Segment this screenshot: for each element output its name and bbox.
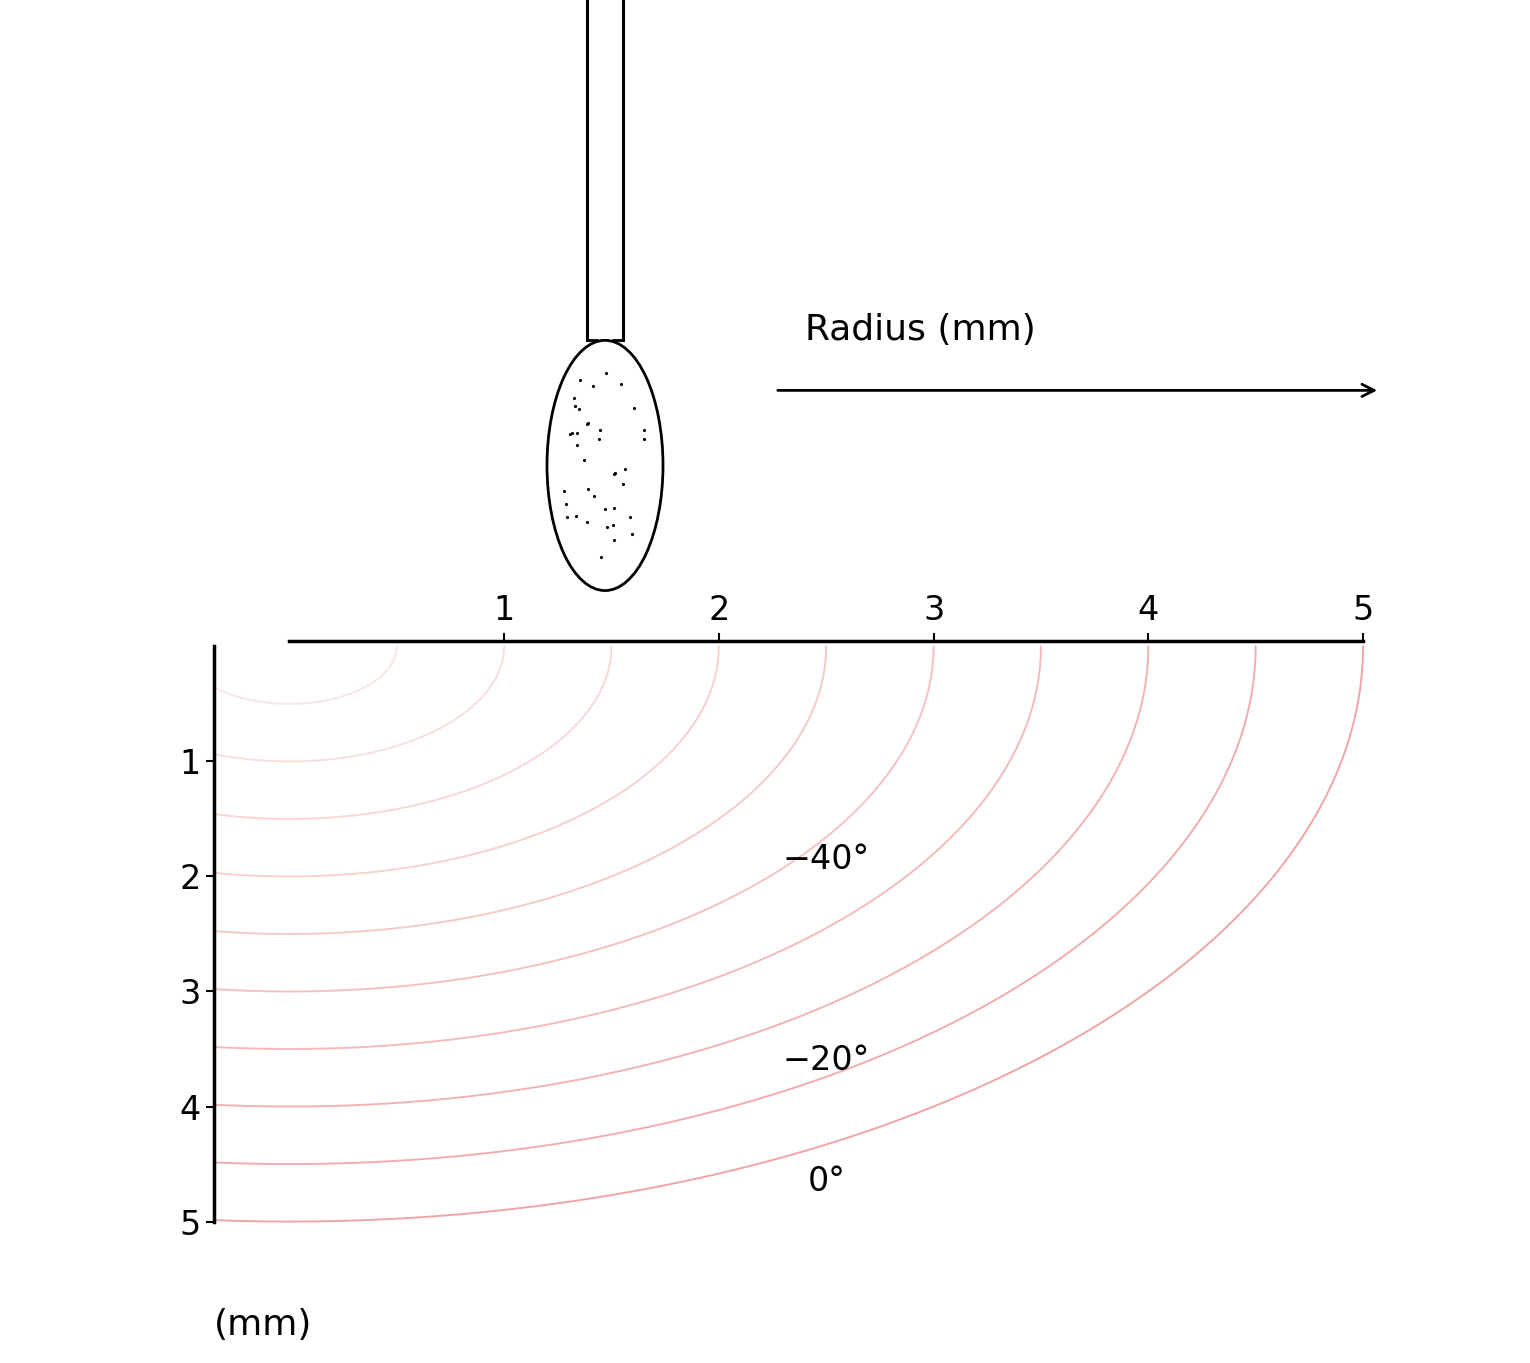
Text: Radius (mm): Radius (mm) — [805, 313, 1036, 348]
Text: −40°: −40° — [783, 842, 869, 875]
Text: 0°: 0° — [808, 1165, 845, 1198]
Text: −20°: −20° — [782, 1044, 871, 1077]
Text: (mm): (mm) — [214, 1308, 312, 1341]
